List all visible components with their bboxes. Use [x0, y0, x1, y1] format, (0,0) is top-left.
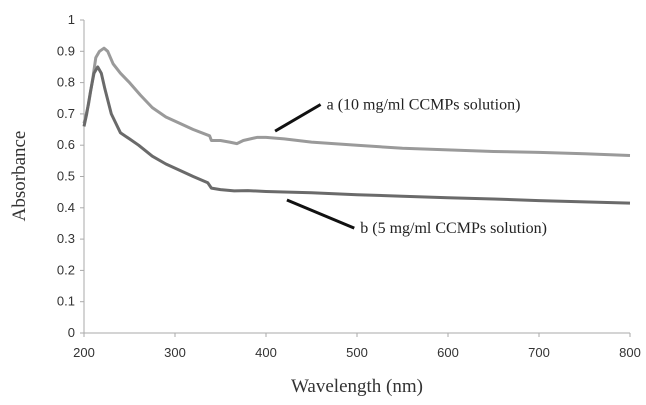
series-line-a	[82, 46, 631, 157]
y-tick-label: 0	[68, 325, 75, 340]
y-tick-label: 1	[68, 12, 75, 27]
x-tick-label: 800	[619, 345, 641, 360]
annotation-leader-1	[286, 198, 355, 230]
y-axis-ticks: 0 0.1 0.2 0.3 0.4 0.5 0.6 0.7 0.8 0.9 1	[57, 12, 84, 340]
series-line-b	[82, 65, 631, 205]
x-tick-label: 400	[255, 345, 277, 360]
x-axis-title: Wavelength (nm)	[291, 376, 423, 397]
x-tick-label: 200	[73, 345, 95, 360]
y-tick-label: 0.6	[57, 137, 75, 152]
y-axis-title: Absorbance	[9, 131, 30, 222]
y-tick-label: 0.5	[57, 169, 75, 184]
x-tick-label: 300	[164, 345, 186, 360]
y-tick-label: 0.4	[57, 200, 75, 215]
y-tick-label: 0.2	[57, 262, 75, 277]
annotation-leader-0	[274, 103, 322, 133]
x-axis-ticks: 200 300 400 500 600 700 800	[73, 333, 641, 360]
y-tick-label: 0.9	[57, 43, 75, 58]
y-tick-label: 0.8	[57, 75, 75, 90]
y-tick-label: 0.3	[57, 231, 75, 246]
x-tick-label: 500	[346, 345, 368, 360]
annotation-label-1: b (5 mg/ml CCMPs solution)	[360, 220, 547, 237]
y-tick-label: 0.7	[57, 106, 75, 121]
series-group	[82, 46, 631, 205]
x-tick-label: 700	[528, 345, 550, 360]
y-tick-label: 0.1	[57, 294, 75, 309]
annotation-label-0: a (10 mg/ml CCMPs solution)	[327, 97, 521, 114]
x-tick-label: 600	[437, 345, 459, 360]
annotation-group: a (10 mg/ml CCMPs solution) b (5 mg/ml CC…	[274, 97, 547, 237]
